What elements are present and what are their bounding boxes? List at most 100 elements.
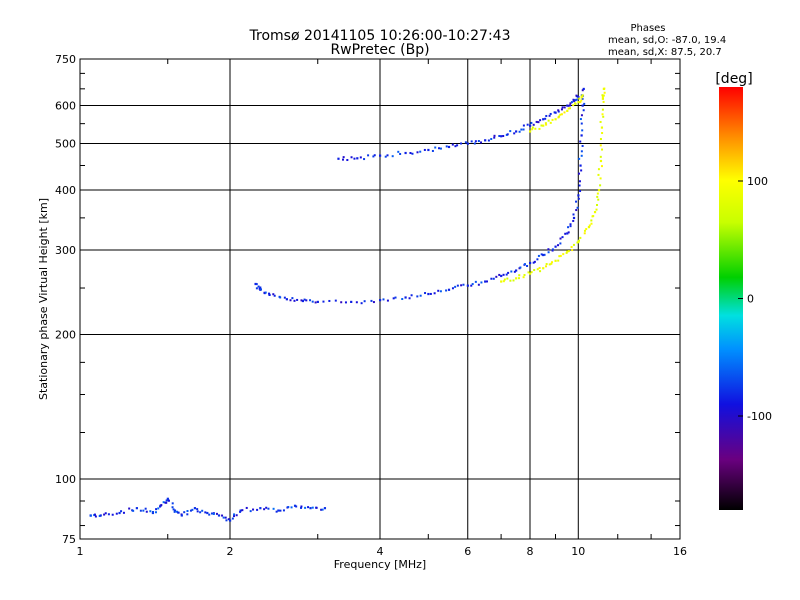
data-point <box>510 270 513 273</box>
data-point <box>599 184 602 187</box>
data-point <box>582 87 585 91</box>
data-point <box>191 508 194 511</box>
data-point <box>183 511 186 514</box>
data-point <box>241 509 244 512</box>
data-point <box>460 142 463 145</box>
data-point <box>239 509 242 512</box>
data-point <box>580 169 583 172</box>
data-point <box>563 106 566 109</box>
data-point <box>537 254 540 257</box>
data-point <box>522 276 525 279</box>
y-tick-label: 750 <box>55 53 76 66</box>
data-point <box>492 277 495 280</box>
data-point <box>545 263 548 266</box>
data-point <box>582 109 585 112</box>
data-point <box>572 219 575 222</box>
data-point <box>199 511 202 514</box>
data-point <box>581 129 584 132</box>
data-point <box>538 266 541 269</box>
data-point <box>149 510 152 513</box>
data-point <box>530 271 533 274</box>
data-point <box>384 155 387 158</box>
data-point <box>419 150 422 153</box>
data-point <box>285 298 288 301</box>
data-point <box>122 511 125 514</box>
data-point <box>540 253 543 256</box>
data-point <box>189 509 192 512</box>
data-point <box>462 283 465 286</box>
data-point <box>474 280 477 283</box>
data-point <box>523 274 526 277</box>
data-point <box>560 108 563 111</box>
data-point <box>204 511 207 514</box>
data-point <box>557 259 560 262</box>
data-point <box>502 273 505 276</box>
data-point <box>111 513 114 516</box>
data-point <box>360 302 363 305</box>
data-point <box>171 506 174 509</box>
data-point <box>569 104 572 107</box>
data-point <box>419 294 422 297</box>
colorbar-tick-label: -100 <box>747 410 772 423</box>
data-point <box>505 273 508 276</box>
data-point <box>471 283 474 286</box>
data-point <box>186 513 189 516</box>
data-point <box>466 142 469 145</box>
data-point <box>404 151 407 155</box>
data-point <box>579 118 582 121</box>
data-point <box>291 297 294 300</box>
data-point <box>591 215 594 218</box>
data-point <box>599 177 602 180</box>
data-point <box>506 133 509 136</box>
data-point <box>573 100 576 103</box>
y-tick-label: 75 <box>62 533 76 546</box>
data-point <box>394 296 397 299</box>
data-point <box>522 128 525 131</box>
data-point <box>264 291 267 294</box>
data-point <box>570 246 573 249</box>
data-point <box>602 115 605 118</box>
y-tick-label: 400 <box>55 184 76 197</box>
data-point <box>382 298 385 301</box>
data-point <box>397 150 400 153</box>
data-point <box>196 508 199 511</box>
data-point <box>579 236 582 239</box>
data-point <box>171 502 174 505</box>
data-point <box>597 189 601 192</box>
data-point <box>277 509 280 512</box>
data-point <box>350 156 353 159</box>
data-point <box>206 511 209 515</box>
y-tick-label: 500 <box>55 138 76 151</box>
data-point <box>231 517 234 520</box>
data-point <box>590 219 593 222</box>
data-point <box>495 275 498 278</box>
data-point <box>217 514 221 517</box>
data-point <box>186 510 189 513</box>
x-axis-label: Frequency [MHz] <box>334 558 426 571</box>
data-point <box>115 512 118 515</box>
data-point <box>427 148 430 152</box>
data-point <box>565 251 568 254</box>
data-point <box>580 154 583 157</box>
data-point <box>601 132 604 135</box>
data-point <box>257 285 260 288</box>
data-point <box>255 283 258 286</box>
data-point <box>561 106 564 109</box>
data-point <box>559 254 562 257</box>
data-point <box>408 297 411 300</box>
data-point <box>328 299 331 302</box>
data-point <box>534 127 537 130</box>
x-tick-label: 6 <box>464 545 471 558</box>
data-point <box>539 119 542 122</box>
data-point <box>235 514 238 517</box>
data-point <box>502 280 505 283</box>
data-point <box>165 501 168 504</box>
data-point <box>515 277 518 280</box>
data-point <box>460 284 463 287</box>
data-point <box>557 109 560 112</box>
data-point <box>599 155 602 158</box>
data-point <box>567 250 570 253</box>
data-point <box>379 299 382 302</box>
data-point <box>571 249 574 252</box>
data-point <box>447 288 451 291</box>
